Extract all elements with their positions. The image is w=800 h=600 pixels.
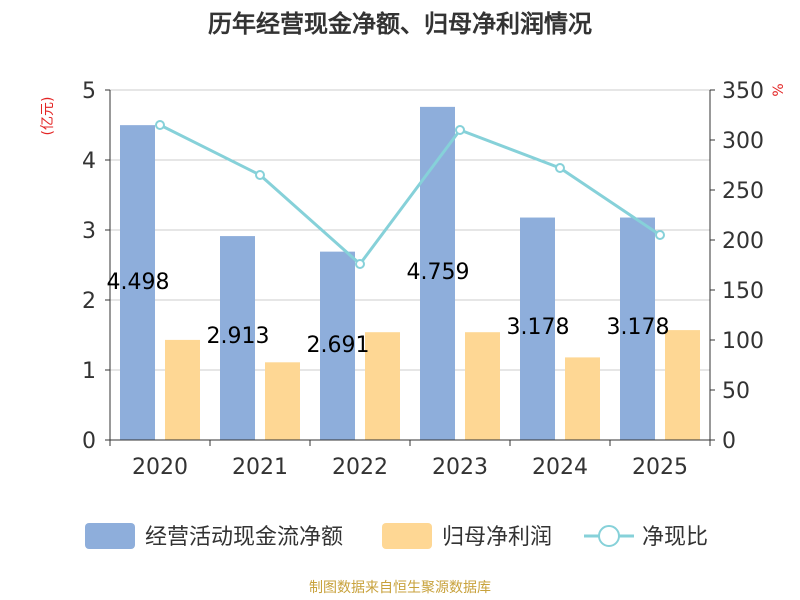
ratio-point xyxy=(155,120,165,130)
y-left-tick-label: 5 xyxy=(82,79,96,104)
bar-net-profit xyxy=(165,339,200,440)
legend-swatch-cash-flow xyxy=(85,523,135,549)
ratio-point xyxy=(255,170,265,180)
bar-net-profit xyxy=(365,332,400,440)
x-tick-label: 2020 xyxy=(132,455,188,480)
y-right-tick-label: 150 xyxy=(722,279,764,304)
ratio-point xyxy=(555,163,565,173)
y-right-tick-label: 200 xyxy=(722,229,764,254)
data-label-cash-flow: 3.178 xyxy=(607,315,670,340)
bar-net-profit xyxy=(465,332,500,440)
y-right-tick-label: 350 xyxy=(722,79,764,104)
bar-net-profit xyxy=(565,357,600,440)
ratio-point xyxy=(355,259,365,269)
data-label-cash-flow: 2.691 xyxy=(307,333,370,358)
ratio-line xyxy=(159,123,661,266)
x-tick-label: 2025 xyxy=(632,455,688,480)
legend-label-ratio: 净现比 xyxy=(642,525,708,550)
y-left-tick-label: 3 xyxy=(82,219,96,244)
data-labels-group: 4.498 2.913 2.691 4.759 3.178 3.178 xyxy=(107,260,670,358)
y-right-tick-label: 50 xyxy=(722,379,750,404)
bar-cash-flow xyxy=(520,217,555,440)
y-left-tick-label: 0 xyxy=(82,429,96,454)
bar-net-profit xyxy=(265,362,300,440)
y-axis-right-unit: % xyxy=(771,83,787,96)
data-label-cash-flow: 3.178 xyxy=(507,315,570,340)
bar-cash-flow xyxy=(620,217,655,440)
chart-title: 历年经营现金净额、归母净利润情况 xyxy=(208,10,592,38)
y-left-tick-label: 4 xyxy=(82,149,96,174)
bar-net-profit xyxy=(665,330,700,440)
data-label-cash-flow: 4.498 xyxy=(107,270,170,295)
x-tick-label: 2022 xyxy=(332,455,388,480)
y-left-tick-label: 2 xyxy=(82,289,96,314)
bars-group xyxy=(120,106,700,441)
x-tick-label: 2023 xyxy=(432,455,488,480)
ratio-point xyxy=(455,125,465,135)
y-axis-left-unit: (亿元) xyxy=(40,97,56,136)
source-note: 制图数据来自恒生聚源数据库 xyxy=(309,580,491,596)
data-label-cash-flow: 4.759 xyxy=(407,260,470,285)
y-left-tick-label: 1 xyxy=(82,359,96,384)
legend: 经营活动现金流净额 归母净利润 净现比 xyxy=(85,523,708,550)
legend-label-cash-flow: 经营活动现金流净额 xyxy=(145,525,343,550)
x-tick-label: 2021 xyxy=(232,455,288,480)
data-label-cash-flow: 2.913 xyxy=(207,324,270,349)
x-tick-label: 2024 xyxy=(532,455,588,480)
bar-cash-flow xyxy=(220,236,255,440)
y-right-tick-label: 0 xyxy=(722,429,736,454)
legend-marker-ratio xyxy=(598,525,620,547)
grid-lines xyxy=(110,89,710,371)
legend-swatch-net-profit xyxy=(382,523,432,549)
ratio-point xyxy=(655,230,665,240)
bar-cash-flow xyxy=(320,251,355,440)
y-right-tick-label: 100 xyxy=(722,329,764,354)
ratio-line-group xyxy=(155,120,665,269)
legend-label-net-profit: 归母净利润 xyxy=(442,525,552,550)
y-right-tick-label: 250 xyxy=(722,179,764,204)
y-right-tick-label: 300 xyxy=(722,129,764,154)
bar-cash-flow xyxy=(120,125,155,440)
